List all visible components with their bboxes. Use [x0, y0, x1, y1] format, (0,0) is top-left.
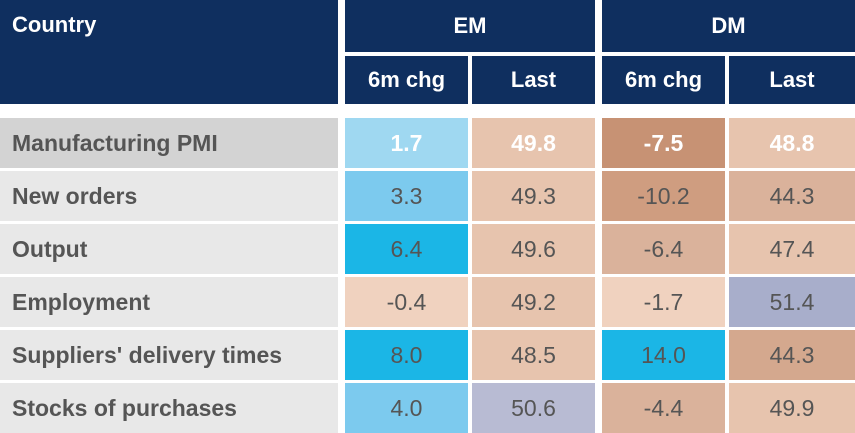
value-cell: 47.4: [729, 224, 855, 274]
row-label: New orders: [0, 171, 338, 221]
value-cell: 6.4: [345, 224, 468, 274]
row-label: Output: [0, 224, 338, 274]
header-subheader: 6m chg: [602, 56, 725, 104]
header-subheader: Last: [729, 56, 855, 104]
value-cell: 51.4: [729, 277, 855, 327]
value-cell: 1.7: [345, 118, 468, 168]
value-cell: 49.3: [472, 171, 595, 221]
value-cell: 8.0: [345, 330, 468, 380]
row-label: Manufacturing PMI: [0, 118, 338, 168]
value-cell: -1.7: [602, 277, 725, 327]
header-subheader: 6m chg: [345, 56, 468, 104]
header-country: Country: [0, 0, 338, 104]
header-group: EM: [345, 0, 595, 52]
value-cell: 49.9: [729, 383, 855, 433]
row-label: Suppliers' delivery times: [0, 330, 338, 380]
row-label: Stocks of purchases: [0, 383, 338, 433]
value-cell: -7.5: [602, 118, 725, 168]
value-cell: 3.3: [345, 171, 468, 221]
value-cell: 44.3: [729, 330, 855, 380]
value-cell: 4.0: [345, 383, 468, 433]
value-cell: 44.3: [729, 171, 855, 221]
value-cell: -6.4: [602, 224, 725, 274]
value-cell: -10.2: [602, 171, 725, 221]
value-cell: -0.4: [345, 277, 468, 327]
value-cell: 48.5: [472, 330, 595, 380]
row-label: Employment: [0, 277, 338, 327]
header-subheader: Last: [472, 56, 595, 104]
value-cell: 49.8: [472, 118, 595, 168]
value-cell: 49.6: [472, 224, 595, 274]
value-cell: -4.4: [602, 383, 725, 433]
value-cell: 49.2: [472, 277, 595, 327]
value-cell: 50.6: [472, 383, 595, 433]
header-group: DM: [602, 0, 855, 52]
value-cell: 48.8: [729, 118, 855, 168]
value-cell: 14.0: [602, 330, 725, 380]
